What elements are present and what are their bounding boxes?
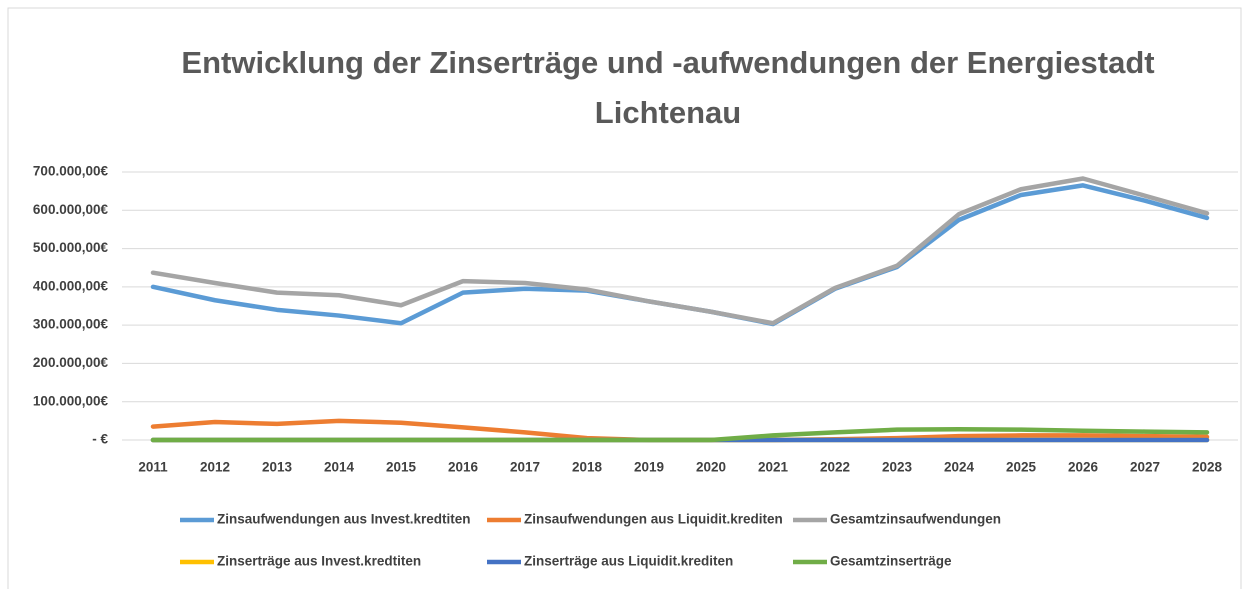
x-tick-label: 2016: [448, 460, 479, 475]
x-tick-label: 2027: [1130, 460, 1160, 475]
legend-label: Gesamtzinserträge: [830, 554, 952, 569]
y-tick-label: 200.000,00€: [33, 355, 109, 370]
y-tick-label: - €: [92, 432, 108, 447]
x-tick-label: 2019: [634, 460, 664, 475]
x-tick-label: 2026: [1068, 460, 1099, 475]
series-line: [150, 427, 1210, 443]
y-tick-label: 100.000,00€: [33, 393, 109, 408]
legend-label: Zinserträge aus Liquidit.krediten: [524, 554, 733, 569]
x-tick-label: 2012: [200, 460, 230, 475]
x-tick-label: 2023: [882, 460, 913, 475]
x-tick-label: 2028: [1192, 460, 1223, 475]
x-tick-label: 2013: [262, 460, 293, 475]
x-tick-label: 2021: [758, 460, 789, 475]
x-tick-label: 2025: [1006, 460, 1037, 475]
x-tick-label: 2024: [944, 460, 975, 475]
y-tick-label: 700.000,00€: [33, 164, 109, 179]
chart-title: Entwicklung der Zinserträge und -aufwend…: [181, 45, 1155, 130]
x-tick-label: 2014: [324, 460, 355, 475]
legend-label: Zinsaufwendungen aus Invest.kredtiten: [217, 512, 471, 527]
x-tick-label: 2018: [572, 460, 603, 475]
chart-border: [7, 7, 1242, 589]
x-tick-label: 2015: [386, 460, 417, 475]
x-tick-label: 2017: [510, 460, 540, 475]
x-tick-label: 2020: [696, 460, 726, 475]
series-line: [150, 183, 1210, 327]
y-tick-label: 600.000,00€: [33, 202, 109, 217]
x-tick-label: 2011: [138, 460, 168, 475]
legend-label: Gesamtzinsaufwendungen: [830, 512, 1001, 527]
legend-label: Zinserträge aus Invest.kredtiten: [217, 554, 421, 569]
x-tick-label: 2022: [820, 460, 850, 475]
legend-label: Zinsaufwendungen aus Liquidit.krediten: [524, 512, 783, 527]
series-line: [150, 176, 1210, 326]
y-tick-label: 300.000,00€: [33, 317, 109, 332]
y-tick-label: 400.000,00€: [33, 278, 109, 293]
y-tick-label: 500.000,00€: [33, 240, 109, 255]
